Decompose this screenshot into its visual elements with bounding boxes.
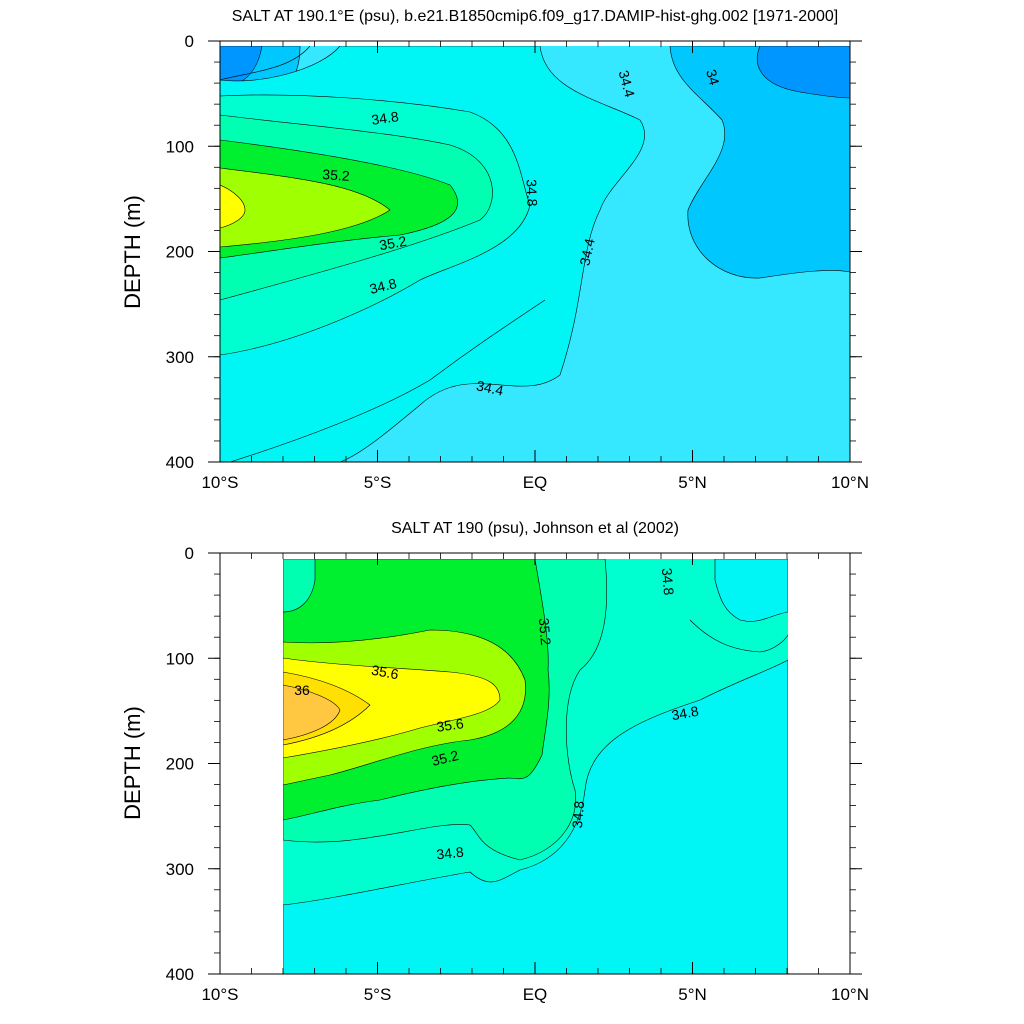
bottom-region-35-6 — [282, 657, 501, 759]
y-tick-label: 400 — [166, 965, 194, 984]
top-region-35-6 — [220, 184, 246, 229]
x-tick-label: 10°S — [201, 473, 238, 492]
top-contour-label: 35.2 — [378, 233, 408, 254]
top-panel: SALT AT 190.1°E (psu), b.e21.B1850cmip6.… — [120, 8, 869, 492]
bottom-region-34-6-upper — [714, 558, 789, 622]
y-tick-label: 0 — [185, 544, 194, 563]
bottom-contour-label: 35.6 — [370, 662, 400, 683]
bottom-contour-label: 34.8 — [659, 567, 677, 596]
bottom-ylabel: DEPTH (m) — [120, 706, 145, 820]
top-contour-fill — [220, 45, 850, 462]
x-tick-label: EQ — [523, 473, 548, 492]
bottom-contour-line-34-8 — [689, 619, 789, 653]
top-region-34-0-right — [669, 45, 850, 279]
top-contour-label: 34.4 — [475, 377, 505, 398]
y-tick-label: 400 — [166, 453, 194, 472]
top-axes: 10°S 5°S EQ 5°N 10°N 0 100 200 300 400 — [166, 32, 869, 492]
bottom-contour-fill — [282, 558, 789, 974]
bottom-contour-label: 34.8 — [670, 703, 700, 724]
bottom-region-34-6-deep — [282, 659, 789, 974]
top-region-35-4 — [220, 167, 391, 248]
top-contour-labels: 34.8 35.2 34.8 35.2 34.8 34.4 34 34.4 34… — [322, 68, 723, 399]
bottom-nodata-left — [221, 554, 283, 973]
bottom-nodata-right — [788, 554, 849, 973]
bottom-contour-label: 34.8 — [436, 844, 465, 863]
top-contour-line-34-2 — [220, 45, 311, 81]
x-tick-label: EQ — [523, 985, 548, 1004]
bottom-contour-label: 35.2 — [536, 617, 554, 646]
x-tick-label: 5°S — [364, 473, 392, 492]
top-ylabel: DEPTH (m) — [120, 195, 145, 309]
bottom-contour-label: 34.8 — [569, 800, 587, 829]
y-tick-label: 100 — [166, 137, 194, 156]
y-tick-label: 100 — [166, 649, 194, 668]
top-region-33-8-right — [756, 45, 850, 99]
top-contour-label: 34.8 — [524, 179, 541, 207]
bottom-title: SALT AT 190 (psu), Johnson et al (2002) — [391, 520, 679, 537]
top-contour-label: 34.8 — [368, 275, 399, 297]
x-tick-label: 5°N — [678, 985, 707, 1004]
y-tick-label: 300 — [166, 860, 194, 879]
x-tick-label: 10°N — [831, 985, 869, 1004]
top-contour-label: 34.4 — [576, 237, 597, 267]
y-tick-label: 0 — [185, 32, 194, 51]
top-contour-line-34-6 — [229, 299, 546, 462]
bottom-contour-labels: 35.6 36 35.6 35.2 35.2 34.8 34.8 34.8 34… — [294, 567, 700, 862]
top-contour-label: 34.8 — [370, 108, 399, 128]
top-title: SALT AT 190.1°E (psu), b.e21.B1850cmip6.… — [232, 8, 838, 25]
bottom-panel: SALT AT 190 (psu), Johnson et al (2002) — [120, 520, 869, 1004]
y-tick-label: 300 — [166, 348, 194, 367]
x-tick-label: 10°N — [831, 473, 869, 492]
bottom-contour-label: 36 — [294, 682, 310, 698]
x-tick-label: 5°N — [678, 473, 707, 492]
bottom-axes: 10°S 5°S EQ 5°N 10°N 0 100 200 300 400 — [166, 544, 869, 1004]
top-contour-label: 34 — [703, 68, 723, 87]
y-tick-label: 200 — [166, 243, 194, 262]
y-tick-label: 200 — [166, 755, 194, 774]
x-tick-label: 5°S — [364, 985, 392, 1004]
x-tick-label: 10°S — [201, 985, 238, 1004]
bottom-region-36-0 — [282, 684, 341, 741]
top-contour-label: 34.4 — [616, 68, 639, 99]
bottom-contour-label: 35.2 — [430, 747, 461, 769]
top-contour-label: 35.2 — [322, 166, 351, 184]
bottom-contour-label: 35.6 — [435, 715, 464, 735]
